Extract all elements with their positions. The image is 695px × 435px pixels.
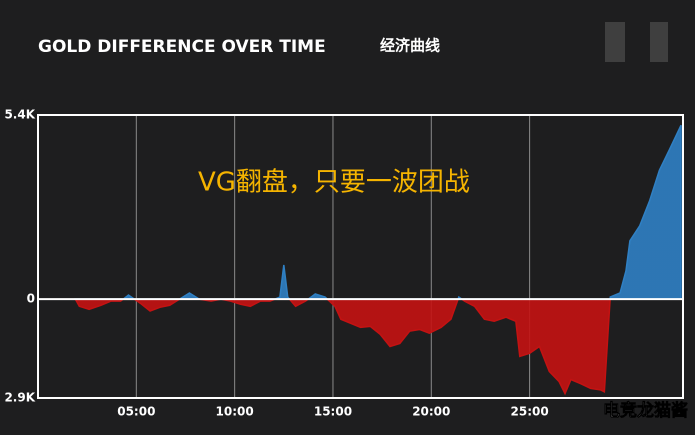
area	[74, 124, 682, 396]
y-tick-label: 0	[27, 292, 35, 306]
y-tick-label: 2.9K	[4, 391, 35, 405]
x-tick-label: 20:00	[412, 405, 450, 419]
x-tick-label: 15:00	[314, 405, 352, 419]
watermark: 电竞龙猫酱	[603, 400, 688, 421]
annotation: VG翻盘，只要一波团战	[198, 168, 470, 198]
y-tick-label: 5.4K	[4, 108, 35, 122]
blurred-logo	[650, 22, 668, 62]
x-tick-label: 10:00	[216, 405, 254, 419]
plot-frame	[37, 114, 684, 399]
chart-title: GOLD DIFFERENCE OVER TIME	[38, 37, 326, 57]
x-tick-label: 25:00	[511, 405, 549, 419]
chart-subtitle: 经济曲线	[380, 37, 440, 55]
x-tick-label: 05:00	[117, 405, 155, 419]
blurred-logo	[605, 22, 625, 62]
